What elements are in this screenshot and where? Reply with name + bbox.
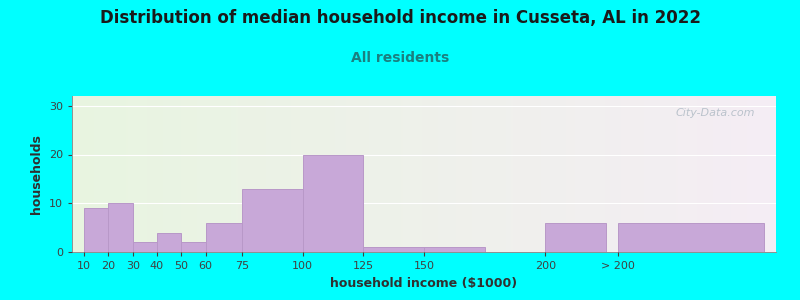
Bar [206,223,242,252]
Text: City-Data.com: City-Data.com [675,109,755,118]
Bar [302,154,363,252]
X-axis label: household income ($1000): household income ($1000) [330,277,518,290]
Text: Distribution of median household income in Cusseta, AL in 2022: Distribution of median household income … [99,9,701,27]
Bar [242,189,302,252]
Y-axis label: households: households [30,134,43,214]
Bar [546,223,606,252]
Text: All residents: All residents [351,51,449,65]
Bar [182,242,206,252]
Bar [424,247,485,252]
Bar [109,203,133,252]
Bar [133,242,157,252]
Bar [618,223,764,252]
Bar [157,232,182,252]
Bar [84,208,109,252]
Bar [363,247,424,252]
